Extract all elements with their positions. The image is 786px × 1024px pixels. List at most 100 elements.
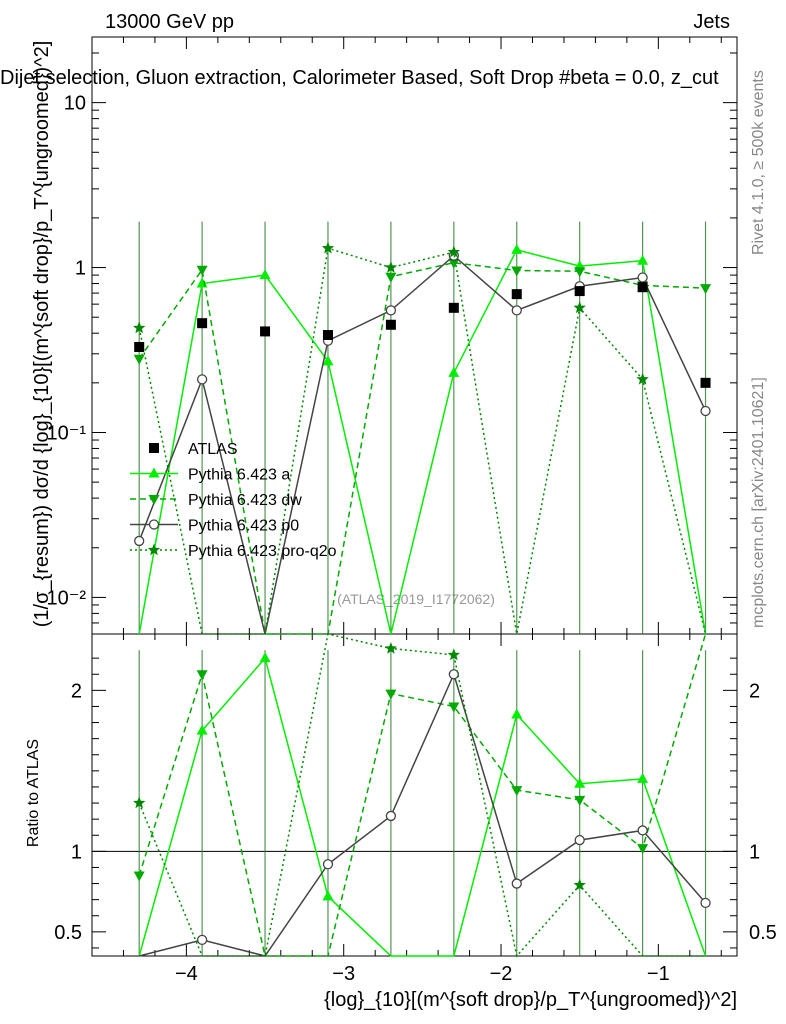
data-point — [321, 241, 335, 254]
ratio-data-point — [384, 642, 398, 654]
atlas-data-point — [637, 282, 648, 293]
ratio-data-point — [637, 772, 649, 783]
ratio-data-point — [573, 878, 586, 891]
ratio-data-point — [511, 878, 522, 889]
ratio-tick-label: 0.5 — [54, 922, 82, 944]
y-tick-label: 10⁻¹ — [47, 422, 87, 444]
ratio-series-line — [138, 633, 707, 957]
legend-label: Pythia 6.423 p0 — [188, 518, 299, 535]
legend: ATLAS Pythia 6.423 a Pythia 6.423 dw Pythia… — [130, 441, 337, 560]
ratio-data-point — [196, 670, 208, 681]
data-point — [385, 272, 397, 283]
legend-marker — [149, 443, 159, 453]
header-left: 13000 GeV pp — [105, 11, 234, 33]
ratio-series-line — [138, 656, 707, 957]
ratio-data-point — [637, 844, 649, 855]
data-point — [511, 305, 522, 316]
legend-marker — [148, 467, 160, 478]
legend-label: Pythia 6.423 dw — [188, 492, 302, 509]
ratio-data-point — [511, 708, 523, 719]
rivet-label: Rivet 4.1.0, ≥ 500k events — [750, 70, 767, 255]
data-point — [133, 321, 146, 334]
atlas-data-point — [700, 377, 711, 388]
data-point — [574, 267, 586, 278]
data-series — [133, 221, 712, 958]
y-tick-label: 1 — [75, 258, 86, 280]
ratio-data-point — [196, 934, 208, 946]
atlas-data-point — [260, 326, 271, 337]
data-point — [700, 405, 711, 417]
axis-ticks: −4 −3 −2 −1 10⁻² 10⁻¹ 1 10 0.5 0.5 1 1 2 2 — [47, 37, 777, 985]
analysis-watermark: (ATLAS_2019_I1772062) — [337, 591, 495, 607]
legend-label: Pythia 6.423 pro-q2o — [188, 543, 337, 560]
ratio-tick-label-right: 2 — [749, 680, 760, 702]
data-point — [385, 305, 397, 316]
ratio-data-point — [322, 859, 334, 870]
ratio-data-point — [133, 796, 146, 809]
data-point — [448, 366, 460, 377]
data-point — [196, 374, 208, 385]
ratio-data-point — [637, 825, 648, 836]
ratio-data-point — [322, 890, 334, 901]
ratio-data-point — [385, 810, 397, 822]
atlas-data-point — [322, 330, 333, 341]
data-point — [511, 243, 523, 254]
ratio-data-point — [700, 897, 711, 909]
legend-label: ATLAS — [188, 441, 238, 458]
ratio-data-point — [574, 777, 586, 788]
legend-marker — [147, 543, 161, 556]
series-line — [138, 248, 707, 635]
ratio-data-point — [574, 834, 585, 846]
y-axis-label-ratio: Ratio to ATLAS — [25, 739, 42, 847]
data-point — [448, 258, 460, 269]
x-tick-label: −4 — [175, 963, 198, 985]
ratio-tick-label: 2 — [71, 680, 82, 702]
data-point — [637, 272, 648, 283]
x-tick-label: −2 — [490, 963, 513, 985]
ratio-series-line — [138, 633, 706, 958]
legend-label: Pythia 6.423 a — [188, 467, 290, 484]
atlas-data-point — [385, 319, 396, 330]
legend-marker — [148, 519, 160, 530]
x-tick-label: −1 — [647, 963, 670, 985]
header-right: Jets — [693, 11, 730, 33]
data-point — [259, 269, 271, 280]
ratio-data-point — [259, 652, 271, 663]
data-point — [384, 261, 398, 273]
data-point — [636, 372, 649, 385]
data-point — [196, 265, 208, 276]
atlas-data-point — [448, 302, 459, 313]
ratio-data-point — [385, 689, 397, 700]
atlas-data-point — [574, 286, 585, 297]
data-point — [637, 254, 649, 265]
ratio-data-point — [196, 724, 208, 735]
data-point — [133, 354, 145, 365]
mcplots-label: mcplots.cern.ch [arXiv:2401.10621] — [750, 377, 767, 628]
data-point — [511, 266, 523, 277]
series-line — [138, 254, 707, 635]
ratio-data-point — [448, 669, 459, 680]
y-tick-label: 10 — [64, 93, 86, 115]
legend-marker — [148, 495, 160, 505]
data-point — [322, 355, 334, 366]
ratio-tick-label-right: 0.5 — [749, 922, 777, 944]
atlas-data-point — [134, 341, 145, 352]
ratio-data-point — [448, 702, 460, 713]
y-axis-label-main: (1/σ_{resum}) dσ/d {log}_{10}[(m^{soft d… — [31, 41, 53, 628]
ratio-frame — [91, 633, 738, 957]
x-axis-label: {log}_{10}[(m^{soft drop}/p_T^{ungroomed… — [324, 989, 737, 1011]
ratio-data-point — [447, 648, 460, 661]
ratio-data-point — [574, 795, 586, 806]
plot-title: Dijet selection, Gluon extraction, Calor… — [0, 67, 719, 89]
y-tick-label: 10⁻² — [47, 587, 87, 609]
ratio-tick-label-right: 1 — [749, 841, 760, 863]
atlas-data-point — [511, 289, 522, 300]
data-point — [447, 245, 460, 258]
series-line — [138, 261, 706, 635]
ratio-data-point — [511, 786, 523, 797]
data-point — [573, 301, 586, 314]
ratio-data-point — [133, 871, 145, 882]
x-tick-label: −3 — [332, 963, 355, 985]
data-point — [134, 535, 145, 547]
